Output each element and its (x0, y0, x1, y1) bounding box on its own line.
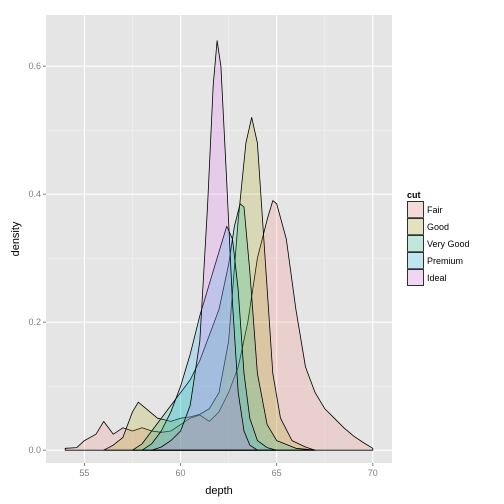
y-tick-label: 0.2 (28, 317, 41, 327)
density-area-ideal (151, 40, 258, 451)
y-axis-title: density (10, 221, 22, 256)
legend-label-very-good: Very Good (427, 239, 470, 249)
y-axis-ticks: 0.0 0.2 0.4 0.6 (28, 61, 46, 455)
legend-label-ideal: Ideal (427, 273, 447, 283)
plot-panel (46, 15, 392, 463)
y-tick-label: 0.6 (28, 61, 41, 71)
x-tick-label: 60 (176, 468, 186, 478)
legend-key-fair (407, 201, 424, 218)
density-area-premium (141, 225, 278, 451)
density-area-very-good (132, 203, 316, 451)
legend-label-premium: Premium (427, 256, 463, 266)
x-tick-label: 65 (272, 468, 282, 478)
legend: cut Fair Good Very Good Premium Ideal (406, 190, 470, 287)
density-areas (64, 40, 374, 451)
legend-key-bg (406, 268, 425, 287)
density-area-good (103, 117, 316, 451)
legend-label-good: Good (427, 222, 449, 232)
legend-key-ideal (407, 269, 424, 286)
density-area-fair (64, 200, 374, 451)
minor-gridlines (46, 15, 392, 463)
x-axis-title: depth (205, 485, 233, 497)
x-axis-ticks: 55 60 65 70 (79, 463, 378, 478)
y-tick-label: 0.0 (28, 445, 41, 455)
legend-key-good (407, 218, 424, 235)
legend-title: cut (407, 190, 421, 200)
legend-key-premium (407, 252, 424, 269)
x-tick-label: 55 (79, 468, 89, 478)
y-tick-label: 0.4 (28, 189, 41, 199)
legend-label-fair: Fair (427, 205, 443, 215)
legend-key-very-good (407, 235, 424, 252)
x-tick-label: 70 (368, 468, 378, 478)
